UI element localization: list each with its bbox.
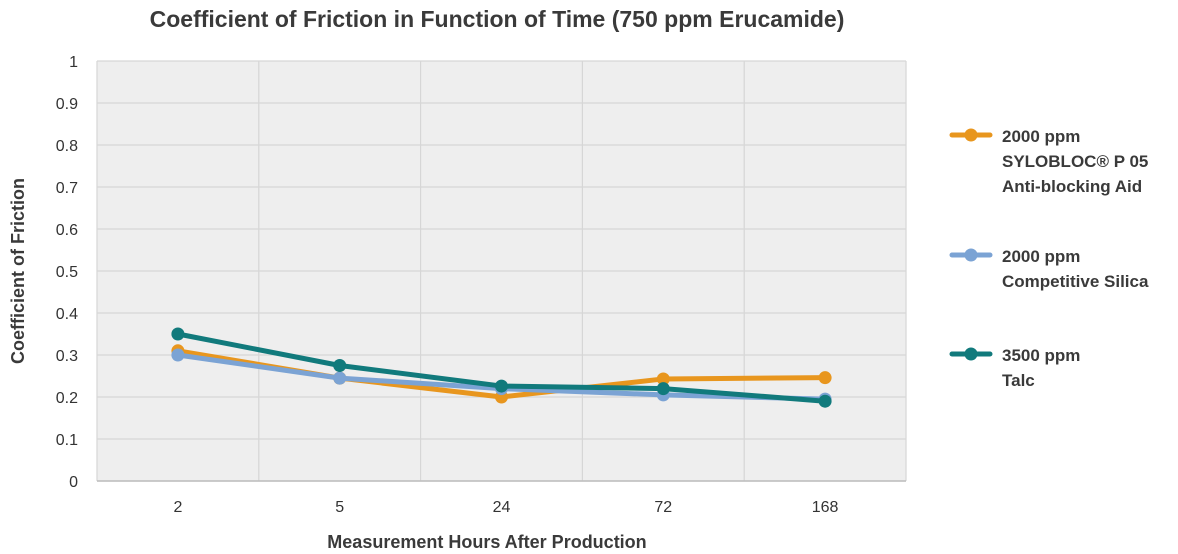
chart-title: Coefficient of Friction in Function of T… [150, 6, 845, 32]
legend-item-2: 3500 ppm Talc [949, 346, 1080, 390]
data-point [333, 371, 347, 385]
legend-item-0: 2000 ppm SYLOBLOC® P 05 Anti-blocking Aid [949, 127, 1148, 196]
x-tick-label: 2 [173, 499, 182, 516]
series-2 [171, 327, 832, 408]
y-tick-label: 0.5 [56, 264, 78, 281]
legend-item-1: 2000 ppm Competitive Silica [949, 247, 1149, 291]
legend-marker [964, 248, 978, 262]
legend-label: 3500 ppm [1002, 346, 1080, 365]
y-axis-ticks: 0 0.1 0.2 0.3 0.4 0.5 0.6 0.7 0.8 0.9 1 [56, 54, 78, 491]
data-point [818, 394, 832, 408]
data-point [171, 348, 185, 362]
y-tick-label: 0.4 [56, 306, 78, 323]
y-tick-label: 0.1 [56, 432, 78, 449]
legend-marker [964, 128, 978, 142]
x-axis-ticks: 2 5 24 72 168 [173, 499, 838, 516]
y-tick-label: 0.8 [56, 138, 78, 155]
y-tick-label: 0.2 [56, 390, 78, 407]
x-tick-label: 24 [493, 499, 511, 516]
series-layer [171, 327, 832, 408]
legend-label: SYLOBLOC® P 05 [1002, 152, 1148, 171]
x-tick-label: 5 [335, 499, 344, 516]
x-tick-label: 72 [654, 499, 672, 516]
data-point [818, 371, 832, 385]
data-point [333, 359, 347, 372]
data-point [656, 372, 670, 386]
data-point [656, 382, 670, 396]
legend-marker [964, 347, 978, 361]
legend-label: Talc [1002, 371, 1035, 390]
y-tick-label: 0 [69, 474, 78, 491]
data-point [495, 379, 508, 393]
y-axis-label: Coefficient of Friction [8, 178, 28, 364]
y-tick-label: 0.3 [56, 348, 78, 365]
legend-label: 2000 ppm [1002, 127, 1080, 146]
x-axis-label: Measurement Hours After Production [327, 532, 646, 552]
y-tick-label: 0.9 [56, 96, 78, 113]
data-point [171, 327, 185, 341]
legend-label: Anti-blocking Aid [1002, 177, 1142, 196]
y-tick-label: 0.7 [56, 180, 78, 197]
legend-label: 2000 ppm [1002, 247, 1080, 266]
x-tick-label: 168 [812, 499, 839, 516]
y-tick-label: 0.6 [56, 222, 78, 239]
legend-label: Competitive Silica [1002, 272, 1149, 291]
y-tick-label: 1 [69, 54, 78, 71]
